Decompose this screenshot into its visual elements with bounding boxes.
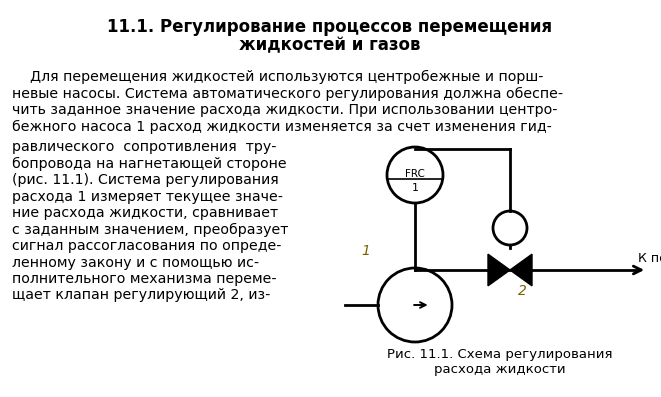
Text: жидкостей и газов: жидкостей и газов [239, 36, 421, 54]
Text: К потребителю: К потребителю [638, 252, 661, 265]
Text: невые насосы. Система автоматического регулирования должна обеспе-: невые насосы. Система автоматического ре… [12, 87, 563, 100]
Text: FRC: FRC [405, 169, 425, 179]
Polygon shape [488, 254, 510, 286]
Text: ленному закону и с помощью ис-: ленному закону и с помощью ис- [12, 256, 259, 270]
Text: равлического  сопротивления  тру-: равлического сопротивления тру- [12, 140, 276, 154]
Text: бежного насоса 1 расход жидкости изменяется за счет изменения гид-: бежного насоса 1 расход жидкости изменяе… [12, 119, 552, 134]
Text: ние расхода жидкости, сравнивает: ние расхода жидкости, сравнивает [12, 206, 278, 220]
Text: сигнал рассогласования по опреде-: сигнал рассогласования по опреде- [12, 239, 282, 253]
Text: бопровода на нагнетающей стороне: бопровода на нагнетающей стороне [12, 156, 287, 171]
Text: 1: 1 [361, 244, 370, 258]
Text: чить заданное значение расхода жидкости. При использовании центро-: чить заданное значение расхода жидкости.… [12, 103, 557, 117]
Text: щает клапан регулирующий 2, из-: щает клапан регулирующий 2, из- [12, 289, 270, 303]
Text: 2: 2 [518, 284, 527, 298]
Text: полнительного механизма переме-: полнительного механизма переме- [12, 272, 276, 286]
Text: с заданным значением, преобразует: с заданным значением, преобразует [12, 222, 288, 237]
Text: расхода 1 измеряет текущее значе-: расхода 1 измеряет текущее значе- [12, 189, 283, 204]
Text: Для перемещения жидкостей используются центробежные и порш-: Для перемещения жидкостей используются ц… [12, 70, 543, 84]
Text: 1: 1 [412, 183, 418, 193]
Text: (рис. 11.1). Система регулирования: (рис. 11.1). Система регулирования [12, 173, 279, 187]
Polygon shape [510, 254, 532, 286]
Text: Рис. 11.1. Схема регулирования: Рис. 11.1. Схема регулирования [387, 348, 613, 361]
Text: 11.1. Регулирование процессов перемещения: 11.1. Регулирование процессов перемещени… [108, 18, 553, 36]
Text: расхода жидкости: расхода жидкости [434, 363, 566, 376]
